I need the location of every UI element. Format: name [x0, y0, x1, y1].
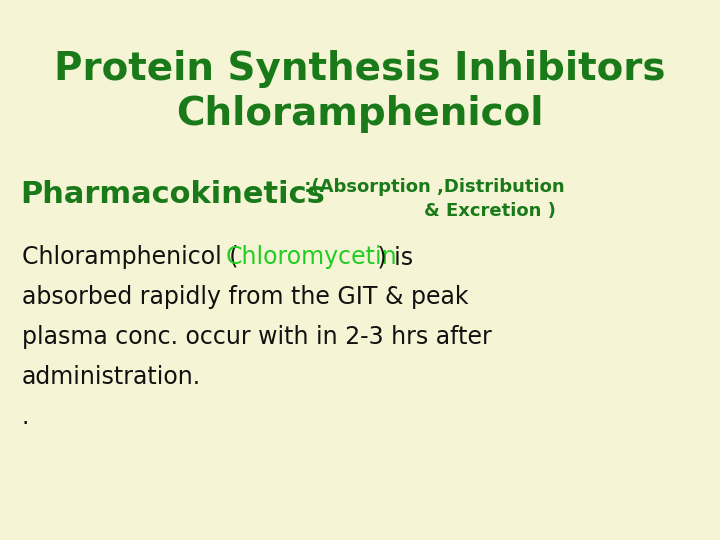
Text: absorbed rapidly from the GIT & peak: absorbed rapidly from the GIT & peak	[22, 285, 469, 309]
Text: & Excretion ): & Excretion )	[424, 202, 556, 220]
Text: Chloramphenicol: Chloramphenicol	[176, 95, 544, 133]
Text: Chloromycetin: Chloromycetin	[226, 245, 397, 269]
Text: administration.: administration.	[22, 365, 201, 389]
Text: .: .	[22, 405, 30, 429]
Text: Protein Synthesis Inhibitors: Protein Synthesis Inhibitors	[54, 50, 666, 88]
Text: plasma conc. occur with in 2-3 hrs after: plasma conc. occur with in 2-3 hrs after	[22, 325, 492, 349]
Text: ) is: ) is	[370, 245, 413, 269]
Text: Chloramphenicol (: Chloramphenicol (	[22, 245, 246, 269]
Text: Pharmacokinetics: Pharmacokinetics	[20, 180, 325, 209]
Text: :(Absorption ,Distribution: :(Absorption ,Distribution	[298, 178, 564, 196]
